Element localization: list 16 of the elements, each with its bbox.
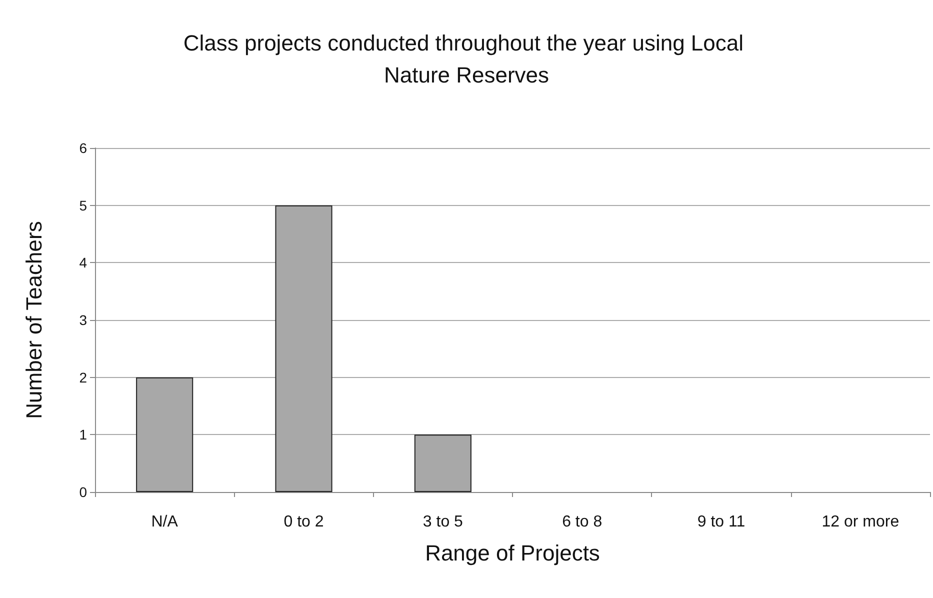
- chart-title: Class projects conducted throughout the year using Local Nature Reserves: [183, 30, 750, 88]
- x-tick-label: N/A: [151, 514, 178, 530]
- x-tick-label: 6 to 8: [562, 514, 602, 530]
- y-tick-label: 0: [79, 484, 88, 500]
- y-tick-label: 1: [79, 426, 88, 443]
- y-tick-label: 4: [79, 254, 88, 271]
- y-tick-label: 3: [79, 312, 88, 328]
- x-tick-label: 12 or more: [822, 514, 900, 530]
- x-tick-label: 0 to 2: [284, 514, 324, 530]
- y-tick-label: 2: [79, 369, 88, 386]
- y-tick-label: 5: [79, 197, 88, 214]
- x-axis-title: Range of Projects: [425, 540, 600, 566]
- y-axis-title: Number of Teachers: [22, 221, 46, 419]
- x-tick-label: 9 to 11: [697, 514, 746, 530]
- y-tick-label: 6: [79, 140, 88, 156]
- x-tick-label: 3 to 5: [422, 514, 464, 530]
